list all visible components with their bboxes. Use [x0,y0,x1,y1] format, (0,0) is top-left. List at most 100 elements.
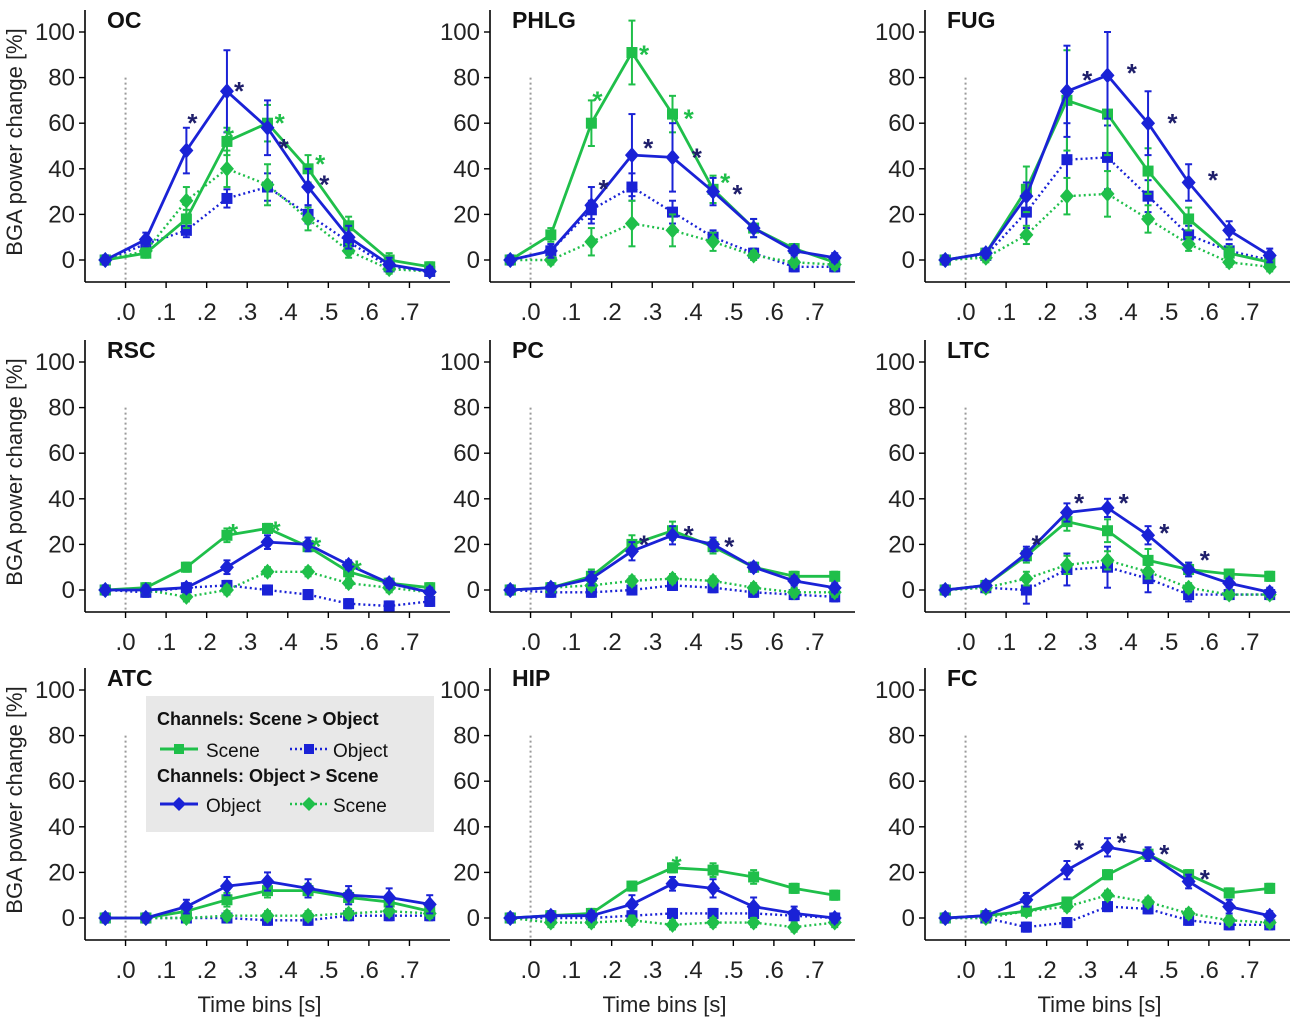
significance-star: * [1167,108,1178,138]
data-point [138,231,153,248]
x-tick-label: .2 [197,629,217,656]
data-point [665,570,680,587]
x-tick-label: .3 [1077,299,1097,326]
significance-star: * [187,108,198,138]
data-point [1181,905,1196,922]
x-tick-label: .1 [996,629,1016,656]
data-point [667,907,678,919]
data-point [1223,247,1235,259]
data-point [665,149,680,166]
x-tick-label: .6 [764,299,784,326]
significance-star: * [234,76,245,106]
data-point [1141,115,1156,132]
y-tick-label: 100 [35,19,75,46]
x-tick-label: .7 [804,957,824,984]
data-point [1142,190,1154,202]
data-point [382,256,397,273]
data-point [706,183,721,200]
x-tick-label: .4 [1118,629,1138,656]
x-tick-label: .7 [1239,299,1259,326]
data-point [667,108,678,120]
x-tick-label: .3 [642,299,662,326]
data-point [1222,898,1237,915]
data-point [301,880,316,897]
panel-rsc: 0 20 40 60 80 100 .0 .1 .2 .3 .4 .5 .6 .7 RSC BGA power… [2,337,450,656]
significance-star: * [1200,545,1211,575]
data-point [221,192,233,204]
data-point [180,213,192,225]
data-point [827,910,842,926]
x-tick-label: .5 [318,299,338,326]
data-point [707,907,719,919]
data-point [665,222,680,239]
series-line [945,894,1270,924]
x-tick-label: .6 [359,629,379,656]
data-point [978,907,993,924]
y-tick-label: 100 [440,19,480,46]
data-point [585,117,597,129]
series-line [510,577,835,594]
data-point [1183,213,1195,225]
x-tick-label: .3 [642,629,662,656]
legend-scene-diamond [302,797,316,811]
data-point [1223,887,1235,899]
data-point [626,47,638,59]
significance-star: * [319,170,330,200]
y-tick-label: 0 [902,247,915,274]
data-point [1100,67,1115,84]
data-point [140,247,152,259]
data-point [221,135,233,147]
significance-star: * [639,529,650,559]
data-point [341,229,356,246]
data-point [788,882,800,894]
x-tick-label: .5 [1158,629,1178,656]
x-tick-label: .6 [764,957,784,984]
data-point [624,543,639,560]
data-point [827,249,842,266]
x-tick-label: .6 [1199,629,1219,656]
data-point [219,160,234,177]
data-point [787,254,802,271]
data-point [1262,584,1277,601]
data-point [179,579,194,596]
x-tick-label: .2 [197,957,217,984]
x-tick-label: .6 [764,629,784,656]
x-tick-label: .7 [399,629,419,656]
data-point [1141,527,1156,544]
significance-star: * [1031,529,1042,559]
data-point [938,582,953,598]
significance-star: * [639,40,650,70]
data-point [503,582,518,598]
data-point [301,536,316,553]
data-point [179,142,194,159]
y-tick-label: 40 [48,486,75,513]
data-point [787,242,802,259]
data-point [221,894,233,906]
x-tick-label: .0 [116,299,136,326]
data-point [787,905,802,922]
x-tick-label: .1 [156,629,176,656]
significance-star: * [228,518,239,548]
y-tick-label: 20 [48,859,75,886]
panels: 0 20 40 60 80 100 .0 .1 .2 .3 .4 .5 .6 .7 OC BGA power … [2,7,1290,1017]
data-point [1100,839,1115,856]
significance-star: * [692,142,703,172]
data-point [219,582,234,598]
panel-title: FC [947,665,978,691]
x-tick-label: .1 [561,629,581,656]
x-tick-label: .5 [318,957,338,984]
y-tick-label: 100 [35,677,75,704]
significance-star: * [724,532,735,562]
legend-scene-label-2: Scene [333,796,387,817]
data-point [1059,862,1074,879]
significance-star: * [279,133,290,163]
x-tick-label: .2 [1037,629,1057,656]
data-point [1061,917,1073,929]
x-tick-label: .1 [561,299,581,326]
data-point [1181,579,1196,596]
data-point [746,220,761,237]
data-point [341,556,356,573]
data-point [787,572,802,589]
panel-title: HIP [512,665,550,691]
y-tick-label: 60 [888,440,915,467]
